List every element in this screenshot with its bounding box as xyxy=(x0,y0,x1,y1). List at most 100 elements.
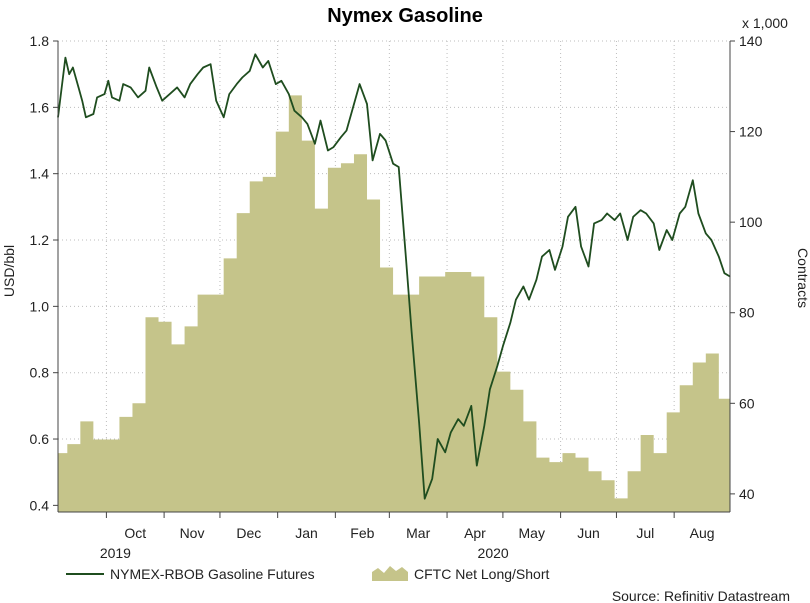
area-point xyxy=(562,453,575,512)
area-point xyxy=(198,295,211,512)
line-point xyxy=(327,149,329,152)
line-point xyxy=(574,206,577,208)
line-point xyxy=(548,249,551,251)
line-point xyxy=(319,120,322,122)
area-point xyxy=(641,435,654,512)
area-point xyxy=(693,363,706,512)
line-point xyxy=(169,93,171,95)
y-tick-label: 1.8 xyxy=(30,33,50,49)
x-tick-label: Apr xyxy=(464,525,486,541)
line-point xyxy=(280,80,282,82)
y-tick-label: 0.4 xyxy=(30,497,50,513)
line-point xyxy=(202,66,204,69)
line-point xyxy=(301,116,303,118)
area-point xyxy=(289,95,302,512)
line-point xyxy=(398,166,400,168)
area-point xyxy=(341,163,354,512)
area-point xyxy=(315,209,328,512)
line-point xyxy=(358,83,361,85)
line-point xyxy=(653,222,655,225)
line-point xyxy=(483,425,485,427)
line-point xyxy=(107,80,109,82)
area-point xyxy=(354,154,367,512)
line-point xyxy=(692,179,694,181)
y2-tick-label: 80 xyxy=(739,305,755,321)
area-point xyxy=(575,458,588,512)
line-point xyxy=(470,405,472,407)
area-point xyxy=(185,326,198,512)
area-point xyxy=(445,272,458,512)
line-point xyxy=(111,96,113,98)
area-point xyxy=(589,471,602,512)
area-point xyxy=(680,385,693,512)
area-point xyxy=(523,421,536,512)
line-point xyxy=(619,212,621,215)
x-tick-label: May xyxy=(519,525,545,541)
line-point xyxy=(254,53,256,55)
y-tick-label: 0.6 xyxy=(30,431,50,447)
line-point xyxy=(189,83,191,85)
line-point xyxy=(567,216,569,218)
line-point xyxy=(385,139,387,142)
line-point xyxy=(129,86,132,89)
area-point xyxy=(58,453,67,512)
line-point xyxy=(632,216,634,218)
line-point xyxy=(418,421,420,424)
line-point xyxy=(489,388,491,390)
line-point xyxy=(236,83,238,85)
x-tick-label: Jun xyxy=(577,525,600,541)
line-point xyxy=(249,70,251,72)
y-tick-label: 1.0 xyxy=(30,298,50,314)
line-series-group xyxy=(57,53,731,500)
area-point xyxy=(224,258,237,512)
line-point xyxy=(345,129,348,132)
line-point xyxy=(431,478,433,480)
y-tick-label: 1.4 xyxy=(30,166,50,182)
line-point xyxy=(118,100,121,102)
area-point xyxy=(667,412,680,512)
line-point xyxy=(366,103,368,105)
area-point xyxy=(172,344,185,512)
area-point xyxy=(250,181,263,512)
x-tick-label: Nov xyxy=(180,525,205,541)
line-point xyxy=(64,56,67,59)
axes: 1.8 1.6 1.4 1.2 1.0 0.8 0.6 0.4 140 120 100 80 60 40 O… xyxy=(30,33,763,561)
line-point xyxy=(210,63,212,65)
line-point xyxy=(697,212,699,215)
line-point xyxy=(379,133,381,135)
legend-entry-gasoline-futures: NYMEX-RBOB Gasoline Futures xyxy=(110,566,315,582)
line-point xyxy=(684,206,686,208)
line-point xyxy=(103,93,106,95)
y2-tick-label: 100 xyxy=(739,214,763,230)
line-point xyxy=(535,279,538,281)
line-point xyxy=(223,116,225,118)
area-point xyxy=(237,213,250,512)
area-series-group xyxy=(58,95,730,512)
line-point xyxy=(392,163,394,165)
line-point xyxy=(122,83,124,85)
y2-tick-label: 140 xyxy=(739,33,763,49)
area-point xyxy=(367,200,380,512)
line-point xyxy=(450,431,452,433)
area-point xyxy=(602,480,615,512)
line-point xyxy=(144,90,147,92)
line-point xyxy=(215,100,217,102)
area-point xyxy=(80,421,93,512)
chart-title: Nymex Gasoline xyxy=(327,5,483,27)
source-note: Source: Refinitiv Datastream xyxy=(612,588,790,603)
line-point xyxy=(679,212,681,215)
line-point xyxy=(561,246,564,248)
line-point xyxy=(77,86,80,89)
y2-tick-label: 60 xyxy=(739,395,755,411)
area-point xyxy=(211,295,224,512)
line-point xyxy=(528,299,530,301)
area-point xyxy=(497,372,510,512)
y-axis-label: USD/bbl xyxy=(1,245,17,297)
line-point xyxy=(267,60,269,62)
area-point xyxy=(706,353,719,512)
area-point xyxy=(132,403,145,512)
x-tick-label: Dec xyxy=(236,525,261,541)
area-point xyxy=(654,453,667,512)
cftc-net-area xyxy=(58,95,730,512)
